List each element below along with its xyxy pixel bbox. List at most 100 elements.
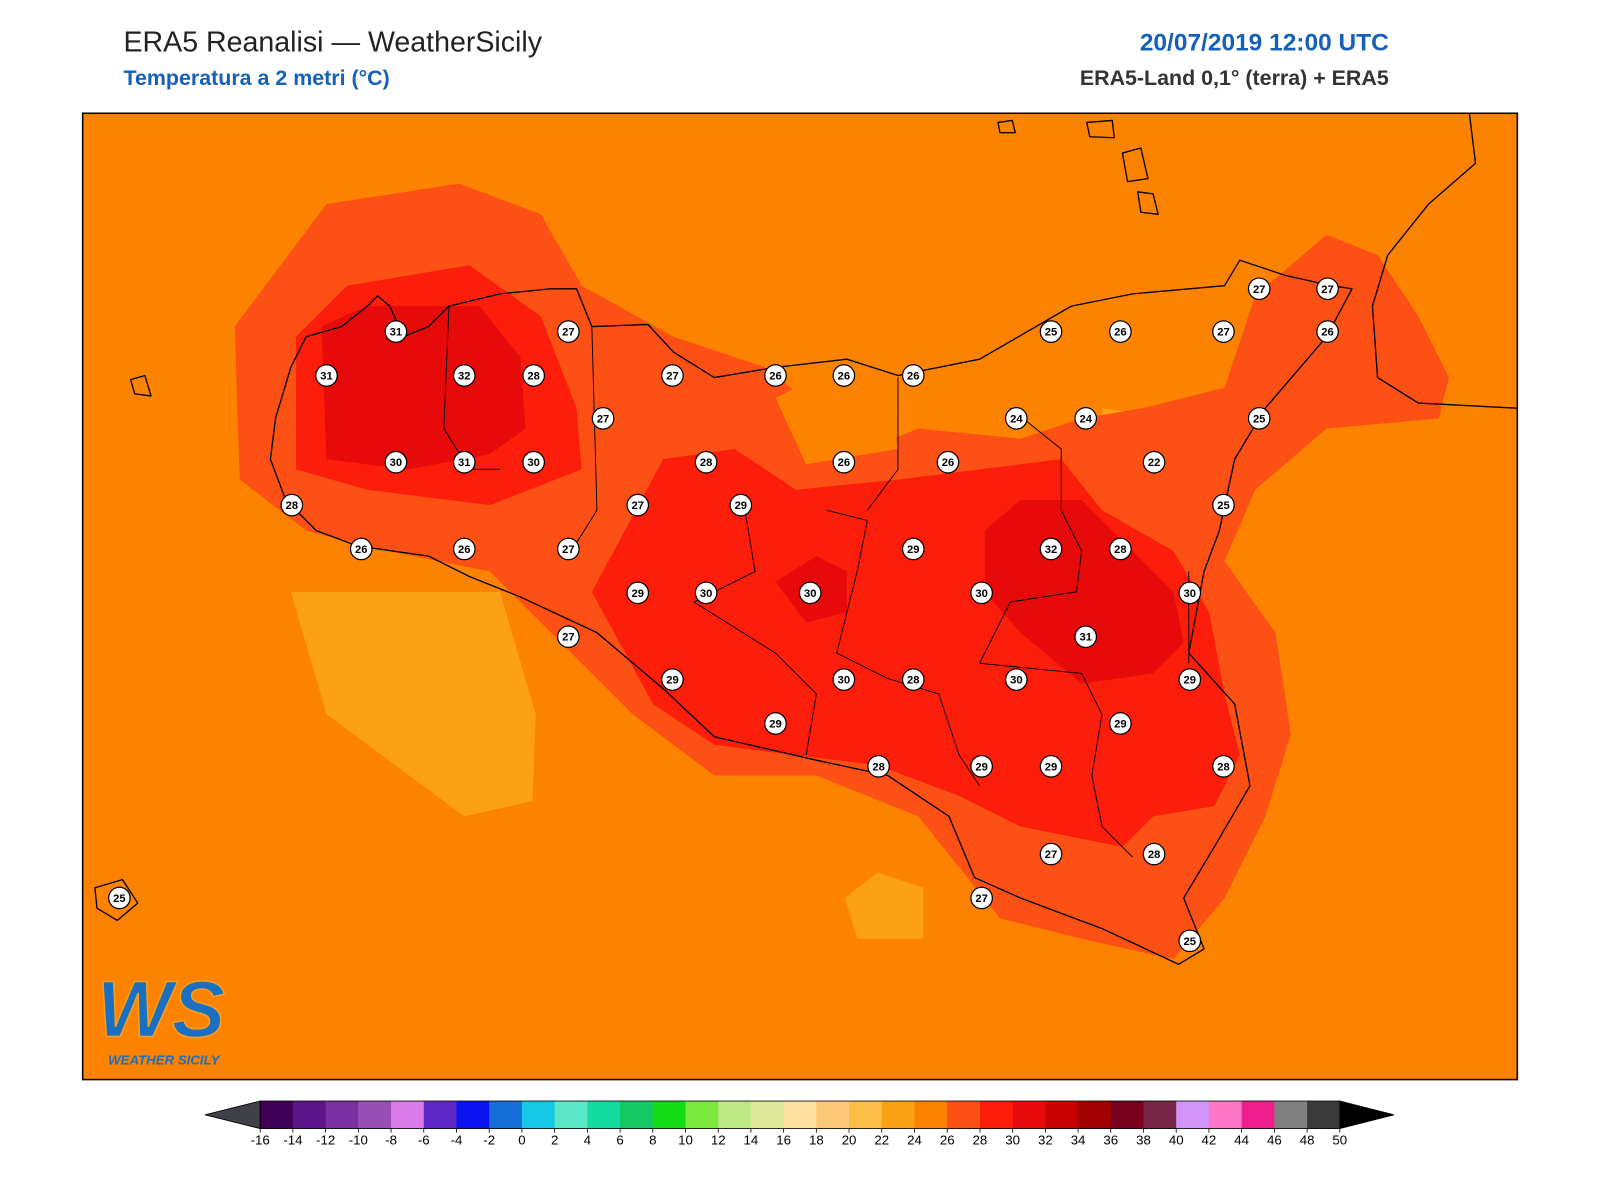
station-value: 31 bbox=[1079, 632, 1091, 644]
station-marker bbox=[970, 755, 993, 778]
colorbar-tick-label: -4 bbox=[451, 1132, 463, 1147]
station-value: 29 bbox=[907, 544, 919, 556]
colorbar-box bbox=[914, 1101, 948, 1129]
colorbar-tick-label: -8 bbox=[385, 1132, 397, 1147]
station-marker bbox=[522, 364, 545, 387]
colorbar-tick-label: 38 bbox=[1136, 1132, 1151, 1147]
colorbar-box bbox=[1143, 1101, 1177, 1129]
colorbar-box bbox=[718, 1101, 752, 1129]
station-value: 27 bbox=[562, 327, 574, 339]
colorbar-tick-label: 22 bbox=[874, 1132, 889, 1147]
station-value: 29 bbox=[975, 761, 987, 773]
station-value: 24 bbox=[1010, 413, 1023, 425]
station-marker bbox=[764, 712, 787, 735]
colorbar-tick-label: 16 bbox=[776, 1132, 791, 1147]
colorbar-tick-label: 32 bbox=[1038, 1132, 1053, 1147]
field-24 bbox=[775, 377, 898, 465]
colorbar-tick-label: 24 bbox=[907, 1132, 922, 1147]
station-value: 25 bbox=[1184, 936, 1196, 948]
station-marker bbox=[1109, 320, 1132, 343]
station-marker bbox=[1212, 493, 1235, 517]
station-value: 32 bbox=[458, 370, 470, 382]
station-value: 28 bbox=[1217, 761, 1229, 773]
station-marker bbox=[970, 886, 993, 910]
colorbar-box bbox=[783, 1101, 817, 1129]
station-value: 32 bbox=[1045, 544, 1057, 556]
station-value: 28 bbox=[1148, 849, 1160, 861]
colorbar-box bbox=[260, 1101, 294, 1129]
station-value: 29 bbox=[769, 718, 781, 730]
logo: WS WEATHER SICILY bbox=[96, 964, 226, 1068]
colorbar: -16 -14 -12 -10 -8 -6 -4 -2 0 2 4 6 8 10 12 14 16 18 20 22 2… bbox=[205, 1100, 1394, 1147]
station-value: 27 bbox=[632, 500, 644, 512]
colorbar-tick-label: -2 bbox=[483, 1132, 495, 1147]
station-value: 22 bbox=[1148, 457, 1160, 469]
station-value: 28 bbox=[872, 761, 884, 773]
station-marker bbox=[349, 537, 373, 561]
colorbar-box bbox=[1208, 1101, 1243, 1129]
province-border bbox=[443, 306, 1190, 858]
colorbar-box bbox=[325, 1101, 359, 1129]
station-value: 25 bbox=[1253, 413, 1265, 425]
station-marker bbox=[1142, 842, 1166, 866]
station-value: 29 bbox=[1045, 761, 1057, 773]
station-marker bbox=[661, 668, 684, 691]
station-marker bbox=[1109, 712, 1132, 735]
colorbar-box bbox=[1078, 1101, 1112, 1129]
subtitle: Temperatura a 2 metri (°C) bbox=[123, 66, 389, 90]
station-marker bbox=[557, 320, 580, 343]
colorbar-box bbox=[881, 1101, 916, 1129]
station-value: 29 bbox=[735, 500, 747, 512]
station-value: 30 bbox=[700, 588, 712, 600]
station-marker bbox=[867, 755, 890, 778]
map-frame bbox=[81, 112, 1519, 1081]
station-marker bbox=[1074, 407, 1098, 430]
colorbar-box bbox=[1241, 1101, 1275, 1129]
colorbar-box bbox=[685, 1101, 719, 1129]
station-marker bbox=[1039, 537, 1063, 561]
colorbar-tick-label: 36 bbox=[1103, 1132, 1118, 1147]
colorbar-tick-label: 14 bbox=[744, 1132, 759, 1147]
station-marker bbox=[901, 668, 925, 691]
station-value: 28 bbox=[700, 457, 712, 469]
colorbar-box bbox=[1176, 1101, 1210, 1129]
colorbar-box bbox=[652, 1101, 687, 1129]
field-32 bbox=[984, 500, 1184, 684]
station-marker bbox=[1142, 450, 1166, 474]
field-22 bbox=[290, 591, 536, 817]
station-value: 30 bbox=[1184, 588, 1196, 600]
colorbar-under bbox=[205, 1100, 261, 1130]
colorbar-tick-label: 26 bbox=[940, 1132, 955, 1147]
colorbar-box bbox=[554, 1101, 588, 1129]
colorbar-box bbox=[947, 1101, 981, 1129]
logo-mark: WS bbox=[97, 964, 225, 1053]
colorbar-box bbox=[750, 1101, 785, 1129]
station-value: 29 bbox=[666, 675, 678, 687]
colorbar-tick-label: 10 bbox=[678, 1132, 693, 1147]
colorbar-box bbox=[587, 1101, 621, 1129]
colorbar-tick-label: 18 bbox=[809, 1132, 824, 1147]
station-marker bbox=[452, 450, 476, 474]
station-value: 31 bbox=[390, 327, 402, 339]
colorbar-tick-label: 34 bbox=[1071, 1132, 1086, 1147]
station-value: 29 bbox=[1114, 718, 1126, 730]
station-value: 27 bbox=[666, 370, 678, 382]
station-value: 27 bbox=[597, 413, 609, 425]
station-value: 27 bbox=[1253, 284, 1265, 296]
station-value: 26 bbox=[1114, 327, 1126, 339]
colorbar-tick-label: -14 bbox=[283, 1132, 302, 1147]
station-marker bbox=[694, 450, 718, 474]
source: ERA5-Land 0,1° (terra) + ERA5 bbox=[1080, 66, 1389, 90]
station-value: 29 bbox=[632, 588, 644, 600]
station-marker bbox=[1039, 842, 1063, 866]
colorbar-box bbox=[849, 1101, 883, 1129]
station-marker bbox=[901, 537, 925, 561]
station-value: 27 bbox=[1045, 849, 1057, 861]
station-marker bbox=[384, 450, 408, 474]
station-marker bbox=[315, 364, 338, 387]
station-value: 30 bbox=[804, 588, 816, 600]
station-marker bbox=[798, 581, 822, 605]
station-value: 27 bbox=[1321, 284, 1333, 296]
station-value: 26 bbox=[458, 544, 470, 556]
stations: 31 27 31 32 28 27 26 26 26 25 26 27 26 27 27 27 24 24 25 30… bbox=[108, 277, 1339, 953]
